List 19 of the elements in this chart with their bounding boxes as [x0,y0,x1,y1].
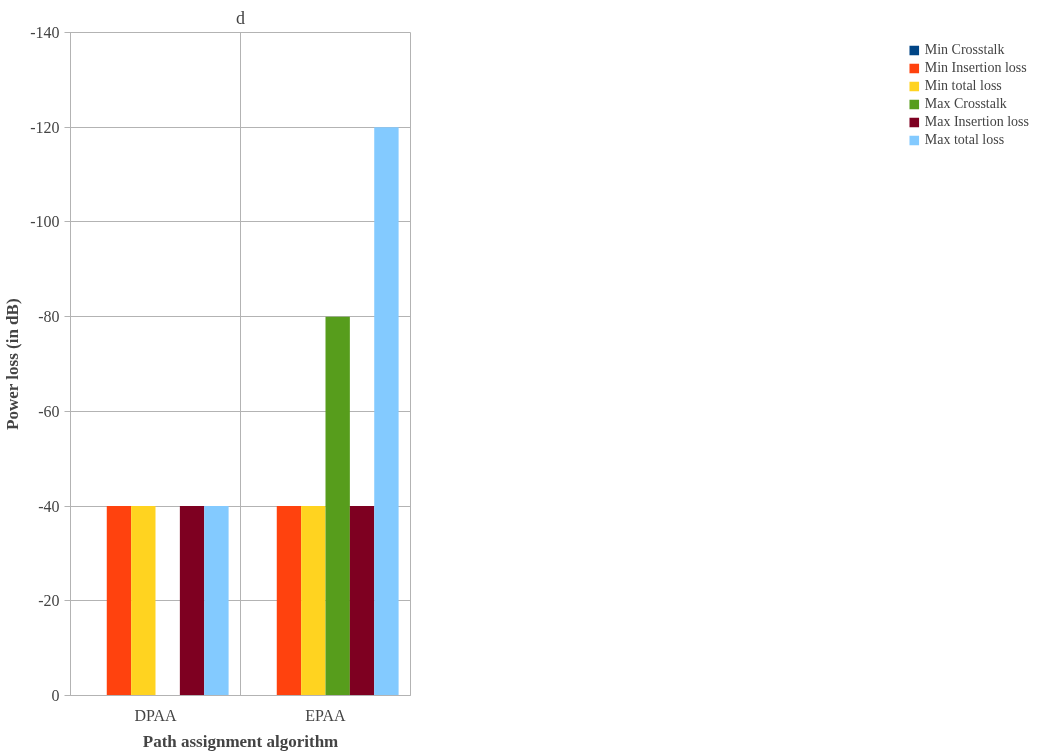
legend-label: Min total loss [924,78,1002,94]
legend-label: Max total loss [924,132,1005,148]
legend-label: Min Insertion loss [924,60,1027,76]
y-tick-label: -100 [30,213,60,231]
legend-label: Min Crosstalk [924,42,1005,58]
x-axis-title: Path assignment algorithm [142,731,339,751]
chart-title: d [236,7,245,28]
y-tick-label: -120 [30,118,60,136]
y-tick-label: -60 [38,402,60,420]
legend-label: Max Crosstalk [924,96,1007,112]
y-tick-label: -20 [38,592,60,610]
y-tick-label: 0 [51,687,60,704]
y-tick-label: -80 [38,308,60,326]
y-tick-label: -40 [38,497,60,515]
y-tick-label: -140 [30,24,60,41]
y-axis-title: Power loss (in dB) [3,298,23,430]
legend-label: Max Insertion loss [924,114,1029,130]
x-tick-label: DPAA [134,706,177,724]
x-tick-label: EPAA [305,706,347,724]
